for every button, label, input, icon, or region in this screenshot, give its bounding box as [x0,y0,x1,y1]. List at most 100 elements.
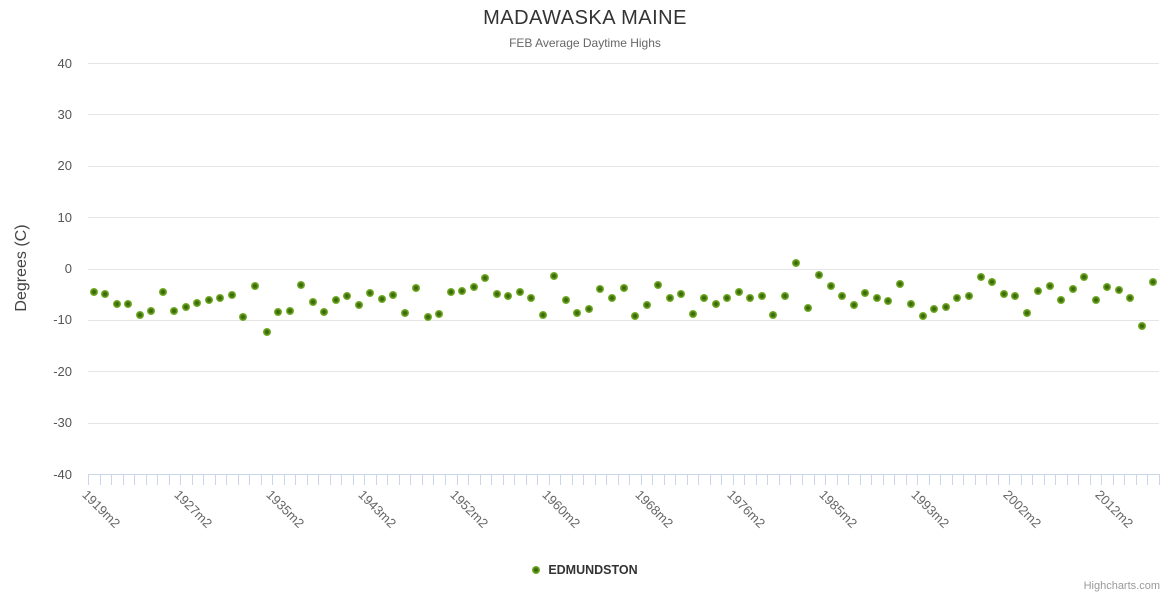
data-point[interactable] [181,303,190,312]
data-point[interactable] [861,289,870,298]
data-point[interactable] [285,306,294,315]
data-point[interactable] [988,278,997,287]
data-point[interactable] [331,295,340,304]
highcharts-credits-link[interactable]: Highcharts.com [1083,580,1160,592]
data-point[interactable] [688,310,697,319]
data-point[interactable] [596,285,605,294]
data-point[interactable] [1091,295,1100,304]
data-point[interactable] [619,284,628,293]
x-axis-tick [652,474,654,485]
data-point[interactable] [1114,285,1123,294]
data-point[interactable] [274,308,283,317]
data-point[interactable] [1149,278,1158,287]
data-point[interactable] [1045,282,1054,291]
data-point[interactable] [504,292,513,301]
data-point[interactable] [1022,309,1031,318]
data-point[interactable] [999,290,1008,299]
data-point[interactable] [527,293,536,302]
x-axis-tick [928,474,930,485]
data-point[interactable] [515,287,524,296]
y-axis-tick-label: 40 [57,55,72,71]
data-point[interactable] [884,296,893,305]
data-point[interactable] [412,284,421,293]
data-point[interactable] [458,287,467,296]
data-point[interactable] [538,310,547,319]
data-point[interactable] [308,298,317,307]
data-point[interactable] [1080,272,1089,281]
data-point[interactable] [435,309,444,318]
data-point[interactable] [1103,283,1112,291]
data-point[interactable] [481,273,490,282]
data-point[interactable] [941,302,950,311]
data-point[interactable] [366,289,375,298]
data-point[interactable] [124,300,133,309]
data-point[interactable] [377,294,386,303]
data-point[interactable] [849,300,858,309]
data-point[interactable] [550,272,559,281]
data-point[interactable] [89,288,98,297]
data-point[interactable] [1068,285,1077,294]
x-axis-tick [1147,474,1149,485]
data-point[interactable] [193,299,202,308]
data-point[interactable] [803,304,812,313]
data-point[interactable] [112,299,121,308]
data-point[interactable] [204,296,213,305]
data-point[interactable] [746,294,755,303]
data-point[interactable] [147,307,156,316]
data-point[interactable] [469,283,478,291]
data-point[interactable] [723,293,732,302]
data-point[interactable] [918,312,927,321]
data-point[interactable] [170,306,179,315]
data-point[interactable] [631,311,640,320]
data-point[interactable] [1137,321,1146,330]
data-point[interactable] [815,270,824,279]
data-point[interactable] [262,327,271,336]
data-point[interactable] [677,289,686,298]
data-point[interactable] [780,291,789,300]
data-point[interactable] [135,310,144,319]
data-point[interactable] [561,295,570,304]
data-point[interactable] [573,308,582,317]
data-point[interactable] [354,301,363,310]
data-point[interactable] [423,312,432,321]
data-point[interactable] [227,290,236,299]
data-point[interactable] [101,290,110,299]
data-point[interactable] [158,288,167,297]
data-point[interactable] [654,281,663,290]
data-point[interactable] [838,292,847,301]
data-point[interactable] [320,307,329,316]
data-point[interactable] [400,309,409,318]
data-point[interactable] [930,305,939,314]
data-point[interactable] [792,258,801,267]
data-point[interactable] [1126,293,1135,302]
data-point[interactable] [1057,295,1066,304]
data-point[interactable] [665,294,674,303]
x-axis-tick [905,474,907,485]
data-point[interactable] [389,290,398,299]
data-point[interactable] [953,293,962,302]
data-point[interactable] [1011,292,1020,301]
data-point[interactable] [976,273,985,282]
data-point[interactable] [907,299,916,308]
data-point[interactable] [1034,286,1043,295]
data-point[interactable] [964,291,973,300]
data-point[interactable] [642,301,651,310]
data-point[interactable] [607,294,616,303]
data-point[interactable] [700,294,709,303]
data-point[interactable] [826,282,835,291]
data-point[interactable] [769,310,778,319]
data-point[interactable] [711,299,720,308]
legend-item-edmundston[interactable]: EDMUNDSTON [0,563,1170,577]
data-point[interactable] [757,291,766,300]
data-point[interactable] [734,287,743,296]
data-point[interactable] [343,291,352,300]
data-point[interactable] [250,282,259,291]
data-point[interactable] [895,279,904,288]
data-point[interactable] [446,288,455,297]
data-point[interactable] [872,293,881,302]
data-point[interactable] [584,305,593,314]
data-point[interactable] [216,293,225,302]
data-point[interactable] [239,312,248,321]
data-point[interactable] [297,280,306,289]
data-point[interactable] [492,289,501,298]
